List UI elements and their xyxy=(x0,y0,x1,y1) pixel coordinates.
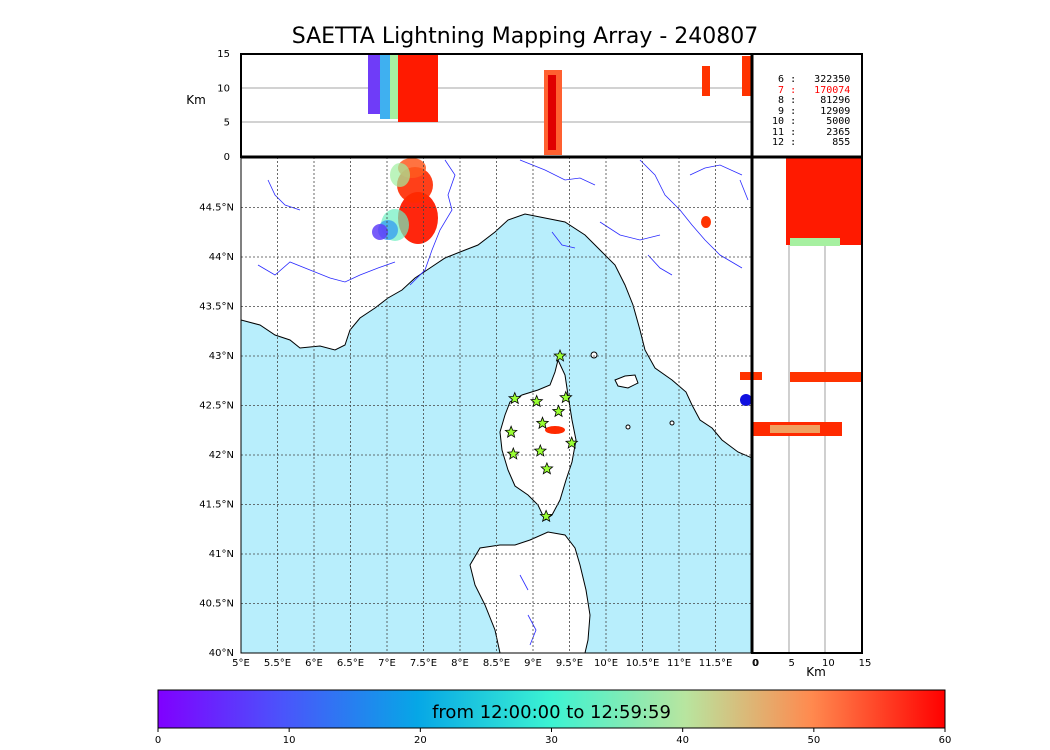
giglio-island xyxy=(625,424,631,430)
station-star xyxy=(539,509,553,523)
lon-tick-label: 10°E xyxy=(594,658,618,669)
lon-tick-label: 6°E xyxy=(305,658,323,669)
station-star xyxy=(551,404,566,418)
station-star xyxy=(533,443,548,457)
lon-tick-label: 11°E xyxy=(667,658,691,669)
lat-tick-label: 40°N xyxy=(209,648,234,659)
side-altitude-panel xyxy=(752,157,862,653)
lon-tick-label: 8.5°E xyxy=(483,658,510,669)
lightning-sources-alps xyxy=(372,158,438,244)
alt-tick-label: 5 xyxy=(224,118,230,129)
station-star xyxy=(507,391,522,405)
lat-tick-label: 42.5°N xyxy=(199,401,234,412)
side-tick-label: 15 xyxy=(859,658,872,669)
minute-count-row: 7 : 170074 xyxy=(760,84,851,96)
lat-tick-label: 43.5°N xyxy=(199,302,234,313)
station-star xyxy=(535,416,550,430)
lat-tick-label: 44.5°N xyxy=(199,203,234,214)
altitude-axis-label: Km xyxy=(186,93,206,107)
colorbar-label: from 12:00:00 to 12:59:59 xyxy=(432,702,671,723)
alt-tick-label: 15 xyxy=(217,49,230,60)
side-sources-edge xyxy=(790,372,862,382)
side-sources-alps xyxy=(786,157,862,245)
station-star xyxy=(564,435,579,449)
lon-tick-label: 11.5°E xyxy=(699,658,733,669)
alt-tick-label: 10 xyxy=(217,83,230,94)
lightning-sources-edge-2 xyxy=(740,372,752,380)
lightning-sources-edge xyxy=(740,394,752,406)
colorbar-tick-label: 40 xyxy=(676,735,689,746)
lon-tick-label: 5.5°E xyxy=(264,658,291,669)
minute-count-row: 6 : 322350 xyxy=(760,74,851,85)
longitude-tick-labels: 5°E 5.5°E 6°E 6.5°E 7°E 7.5°E 8°E 8.5°E 9°E 9.5°E… xyxy=(232,658,759,669)
minute-count-row: 10 : 5000 xyxy=(760,116,851,127)
top-sources-alps xyxy=(398,54,438,122)
colorbar-tick-label: 60 xyxy=(939,735,952,746)
latitude-tick-labels: 44.5°N 44°N 43.5°N 43°N 42.5°N 42°N 41.5°N 41°N… xyxy=(199,203,234,660)
station-star xyxy=(559,390,573,404)
rivers xyxy=(257,159,749,646)
top-sources-edge xyxy=(742,56,752,96)
figure-title: SAETTA Lightning Mapping Array - 240807 xyxy=(291,24,759,49)
station-star xyxy=(504,425,518,438)
side-tick-label: 0 xyxy=(752,658,758,669)
lon-tick-label: 7°E xyxy=(378,658,396,669)
lat-tick-label: 41.5°N xyxy=(199,500,234,511)
colorbar-tick-labels: 0 10 20 30 40 50 60 xyxy=(155,728,952,746)
colorbar xyxy=(157,689,946,729)
minute-count-legend: 6 : 322350 7 : 170074 8 : 81296 9 : 1290… xyxy=(760,74,851,149)
elba-island xyxy=(614,374,639,389)
lightning-sources-east xyxy=(701,216,711,228)
colorbar-tick-label: 20 xyxy=(414,735,427,746)
lon-tick-label: 6.5°E xyxy=(337,658,364,669)
lon-tick-label: 5°E xyxy=(232,658,250,669)
colorbar-tick-label: 50 xyxy=(807,735,820,746)
colorbar-tick-label: 10 xyxy=(283,735,296,746)
lat-tick-label: 40.5°N xyxy=(199,599,234,610)
sardinia-land xyxy=(469,531,591,653)
map-panel xyxy=(241,157,752,653)
mainland-land xyxy=(241,157,752,459)
lon-tick-label: 7.5°E xyxy=(410,658,437,669)
lightning-sources-corsica xyxy=(545,426,565,434)
colorbar-tick-label: 0 xyxy=(155,735,161,746)
alt-tick-label: 0 xyxy=(224,152,230,163)
station-star xyxy=(553,348,567,362)
top-altitude-panel xyxy=(241,54,752,157)
minute-count-row: 12 : 855 xyxy=(760,137,851,148)
small-island xyxy=(669,420,675,426)
station-star xyxy=(506,446,521,460)
side-tick-label: 10 xyxy=(822,658,835,669)
lon-tick-label: 9.5°E xyxy=(556,658,583,669)
side-tick-label: 5 xyxy=(788,658,794,669)
minute-count-row: 8 : 81296 xyxy=(760,95,851,106)
side-axis-label: Km xyxy=(806,665,826,679)
minute-count-row: 11 : 2365 xyxy=(760,126,851,138)
altitude-tick-labels: 15 10 5 0 xyxy=(217,49,230,163)
side-axis-tick-labels: 0 5 10 15 xyxy=(752,658,872,669)
capraia-island xyxy=(590,351,598,359)
lon-tick-label: 10.5°E xyxy=(626,658,660,669)
lat-tick-label: 42°N xyxy=(209,450,234,461)
station-star xyxy=(529,394,544,408)
corsica-land xyxy=(499,358,577,521)
lat-tick-label: 43°N xyxy=(209,351,234,362)
top-sources-east xyxy=(702,66,710,96)
minute-count-row: 9 : 12909 xyxy=(760,105,851,117)
lon-tick-label: 8°E xyxy=(451,658,469,669)
top-sources-early xyxy=(368,54,380,114)
lon-tick-label: 9°E xyxy=(524,658,542,669)
lat-tick-label: 44°N xyxy=(209,252,234,263)
lat-tick-label: 41°N xyxy=(209,549,234,560)
lon-tick-label: 0 xyxy=(753,658,759,669)
colorbar-tick-label: 30 xyxy=(545,735,558,746)
lat-lon-grid xyxy=(241,157,752,653)
station-markers xyxy=(504,348,579,523)
station-star xyxy=(540,461,554,475)
